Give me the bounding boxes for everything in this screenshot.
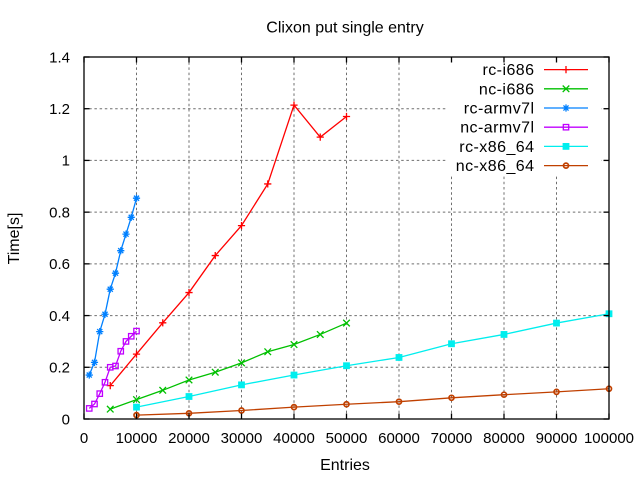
svg-text:nc-i686: nc-i686 (479, 81, 535, 98)
svg-text:0.6: 0.6 (49, 256, 70, 273)
svg-text:rc-armv7l: rc-armv7l (464, 101, 535, 118)
svg-text:10000: 10000 (116, 430, 158, 447)
svg-text:nc-armv7l: nc-armv7l (460, 120, 534, 137)
svg-text:1.4: 1.4 (49, 49, 70, 66)
svg-text:50000: 50000 (326, 430, 368, 447)
svg-text:1.2: 1.2 (49, 101, 70, 118)
svg-text:100000: 100000 (584, 430, 634, 447)
svg-text:40000: 40000 (273, 430, 315, 447)
svg-text:0: 0 (62, 411, 70, 428)
svg-text:Time[s]: Time[s] (6, 213, 23, 265)
svg-text:0.2: 0.2 (49, 360, 70, 377)
svg-text:0.4: 0.4 (49, 308, 70, 325)
svg-text:Clixon put single entry: Clixon put single entry (266, 20, 423, 37)
svg-text:1: 1 (62, 153, 70, 170)
svg-text:rc-x86_64: rc-x86_64 (459, 139, 534, 156)
svg-text:80000: 80000 (483, 430, 525, 447)
svg-text:rc-i686: rc-i686 (482, 62, 534, 79)
svg-text:70000: 70000 (431, 430, 473, 447)
svg-text:20000: 20000 (168, 430, 210, 447)
svg-text:30000: 30000 (221, 430, 263, 447)
svg-text:60000: 60000 (378, 430, 420, 447)
svg-text:0.8: 0.8 (49, 204, 70, 221)
svg-text:nc-x86_64: nc-x86_64 (456, 158, 535, 175)
svg-text:Entries: Entries (320, 457, 370, 474)
svg-text:90000: 90000 (536, 430, 578, 447)
svg-text:0: 0 (80, 430, 88, 447)
